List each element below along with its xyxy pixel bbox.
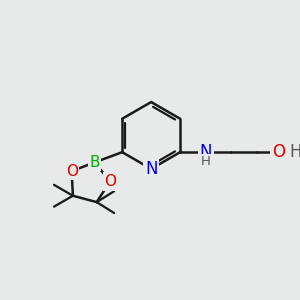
Text: O: O — [104, 174, 116, 189]
Text: H: H — [289, 143, 300, 161]
Text: N: N — [200, 143, 212, 161]
Text: B: B — [89, 155, 100, 170]
Text: N: N — [145, 160, 158, 178]
Text: O: O — [66, 164, 78, 179]
Text: H: H — [201, 155, 211, 168]
Text: O: O — [272, 143, 285, 161]
